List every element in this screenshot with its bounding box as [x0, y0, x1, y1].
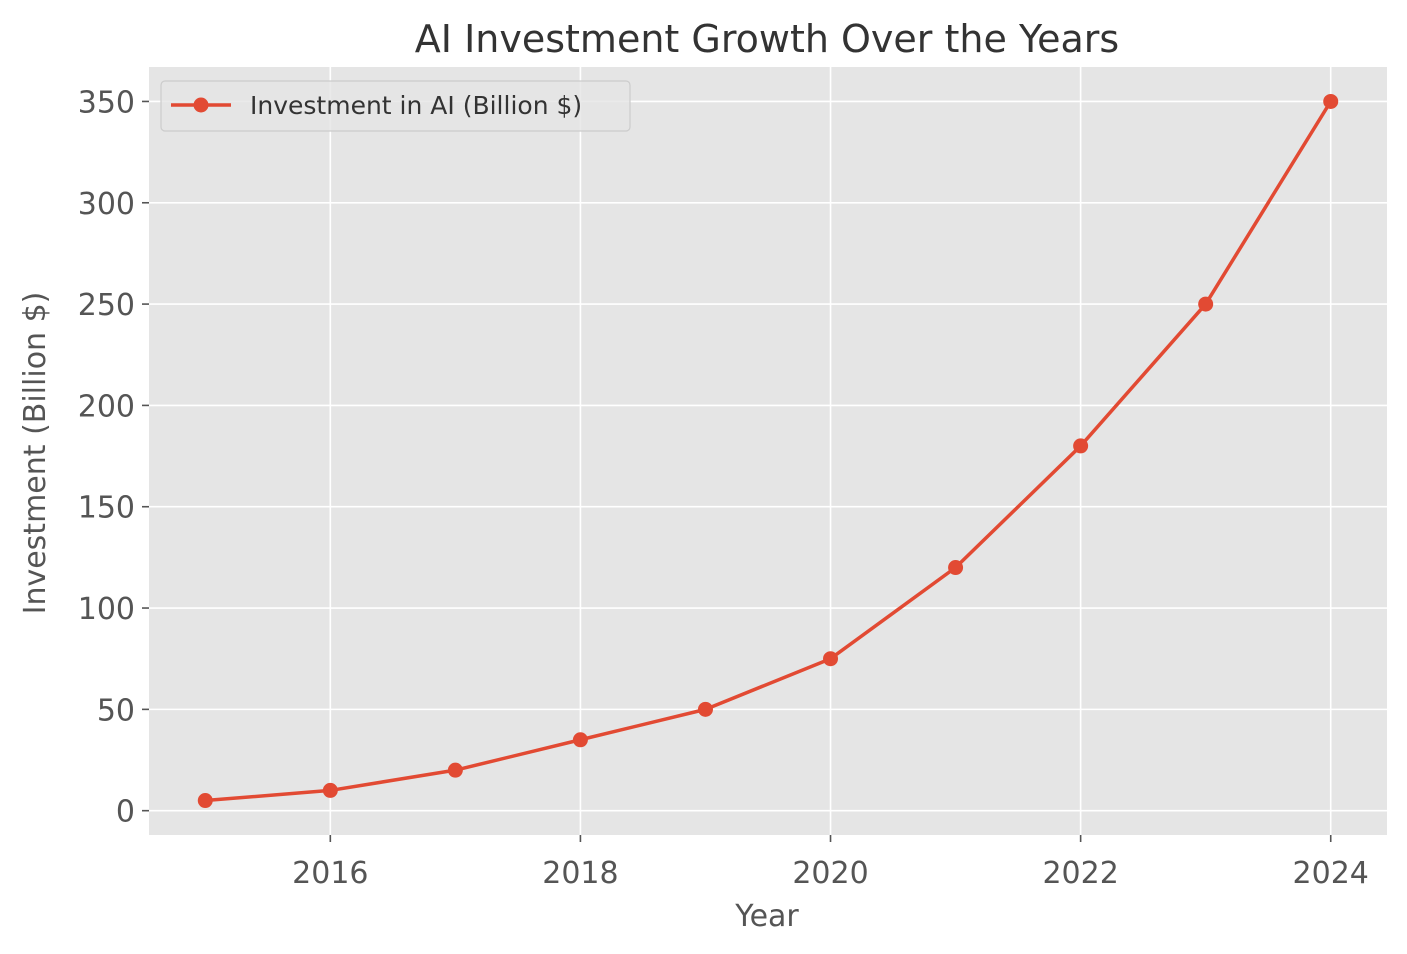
plot-area [149, 67, 1387, 835]
y-tick-label: 250 [78, 288, 135, 323]
legend: Investment in AI (Billion $) [160, 80, 631, 132]
chart-title: AI Investment Growth Over the Years [415, 17, 1119, 61]
y-axis-label: Investment (Billion $) [18, 292, 53, 615]
data-point [1073, 438, 1089, 454]
legend-label: Investment in AI (Billion $) [250, 91, 582, 120]
data-point [572, 732, 588, 748]
y-tick-label: 50 [97, 693, 135, 728]
y-tick-label: 0 [116, 795, 135, 830]
data-point [447, 762, 463, 778]
x-tick-label: 2016 [292, 856, 368, 891]
data-point [197, 793, 213, 809]
grid-lines [149, 67, 1387, 835]
y-tick-label: 350 [78, 85, 135, 120]
y-tick-label: 200 [78, 389, 135, 424]
data-point [1198, 296, 1214, 312]
data-markers [197, 93, 1339, 809]
x-tick-label: 2018 [542, 856, 618, 891]
x-tick-label: 2024 [1293, 856, 1369, 891]
legend-marker-swatch [193, 97, 209, 113]
x-tick-label: 2022 [1042, 856, 1118, 891]
series-lines [203, 99, 1333, 803]
data-point [697, 701, 713, 717]
data-point [1323, 93, 1339, 109]
data-point [948, 560, 964, 576]
y-tick-label: 100 [78, 592, 135, 627]
y-tick-label: 150 [78, 491, 135, 526]
data-point [823, 651, 839, 667]
legend-box [160, 80, 631, 132]
y-tick-label: 300 [78, 187, 135, 222]
data-point [322, 782, 338, 798]
x-axis-label: Year [734, 899, 799, 934]
series-line [203, 99, 1333, 803]
x-tick-label: 2020 [792, 856, 868, 891]
axis-ticks: 0 50 100 150 200 250 300 350 2016 2018 2020 2022 202… [78, 85, 1369, 891]
